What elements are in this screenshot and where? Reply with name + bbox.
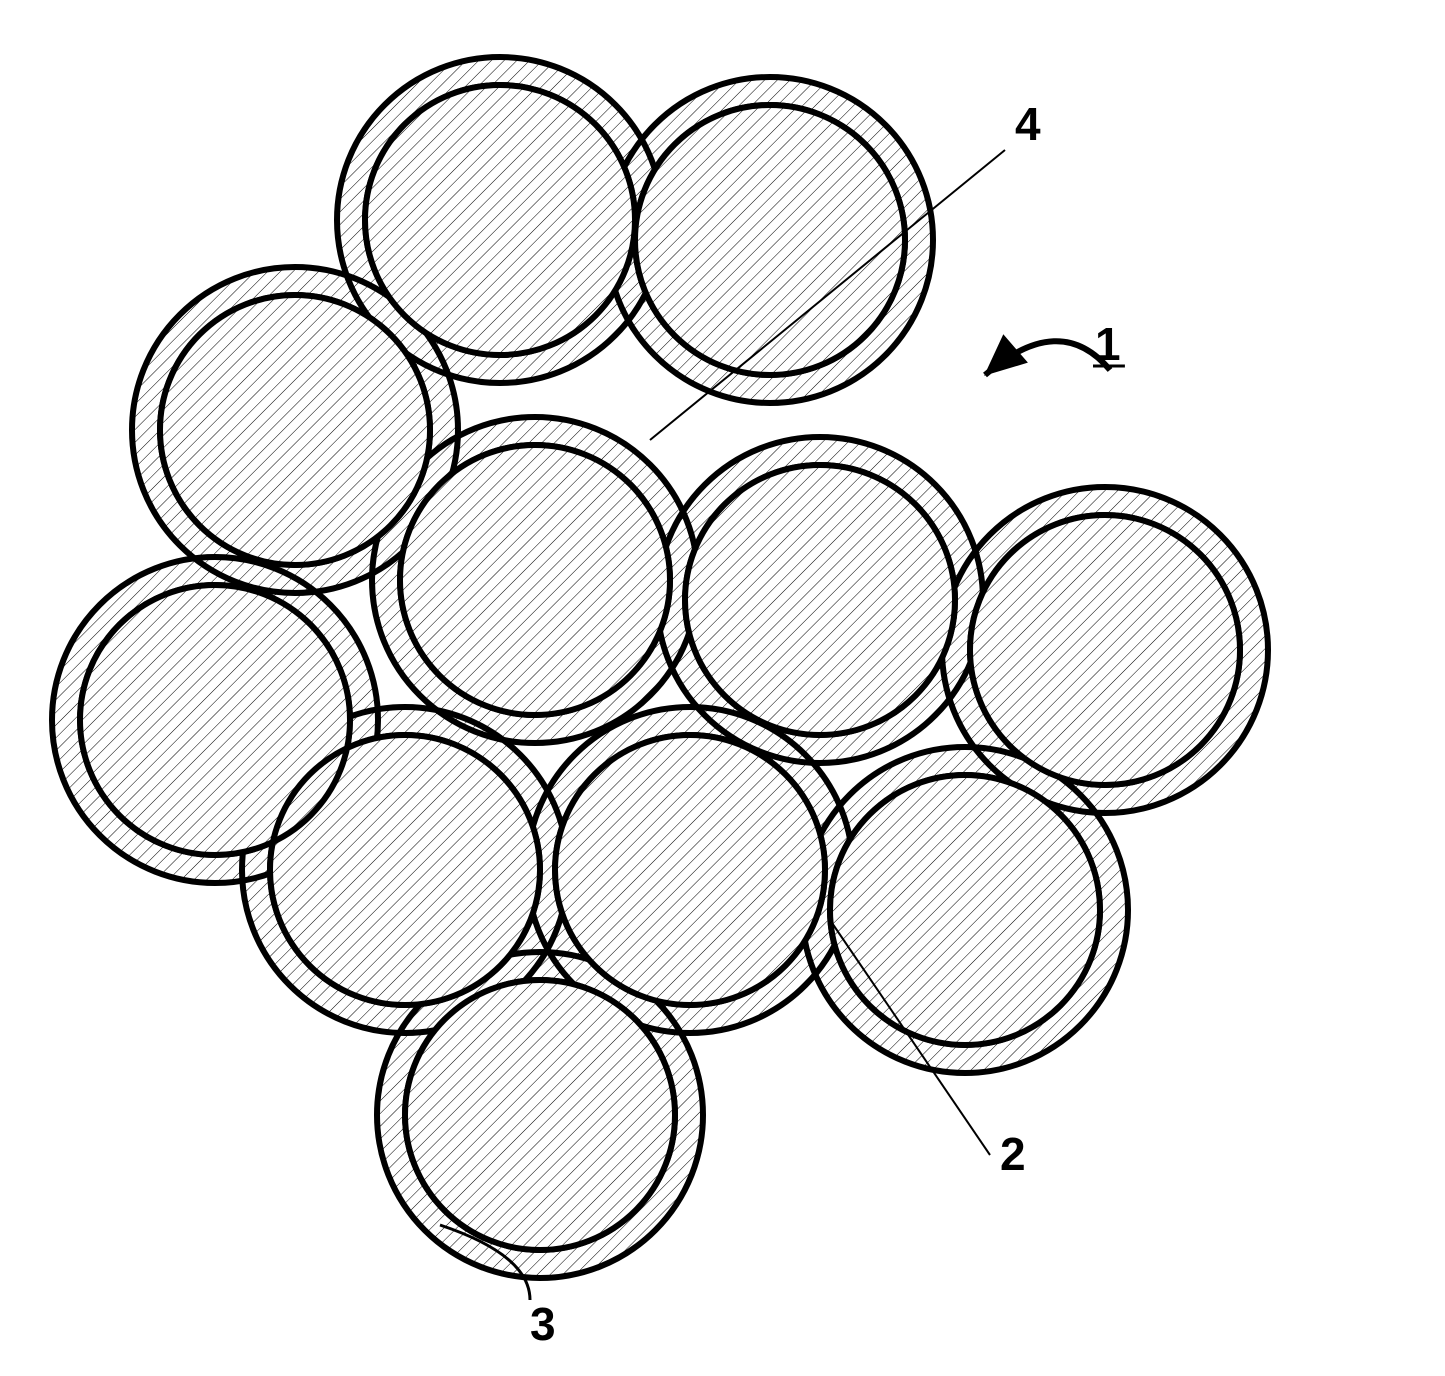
particle-cluster <box>0 0 1445 1376</box>
label-4: 4 <box>1015 98 1041 150</box>
label-3: 3 <box>530 1298 556 1350</box>
label-2: 2 <box>1000 1128 1026 1180</box>
label-1: 1 <box>1095 318 1121 370</box>
